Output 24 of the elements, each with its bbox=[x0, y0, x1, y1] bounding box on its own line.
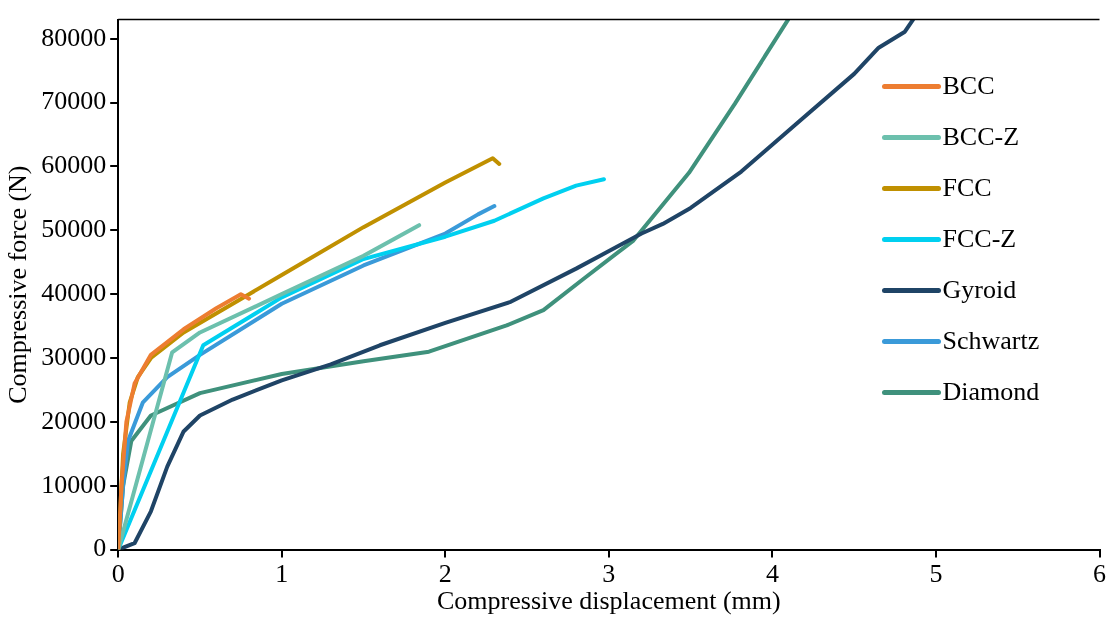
x-tick-label: 6 bbox=[1093, 559, 1106, 589]
y-tick-label: 10000 bbox=[41, 469, 107, 499]
y-tick-label: 50000 bbox=[41, 214, 107, 244]
y-tick-label: 30000 bbox=[41, 341, 107, 371]
legend-label: FCC bbox=[942, 173, 992, 203]
x-tick-label: 3 bbox=[602, 559, 616, 589]
legend-label: BCC bbox=[942, 71, 995, 101]
legend-label: Diamond bbox=[942, 377, 1040, 407]
x-tick-label: 5 bbox=[929, 559, 943, 589]
y-tick-label: 70000 bbox=[41, 86, 107, 116]
y-axis-title: Compressive force (N) bbox=[3, 165, 33, 404]
y-tick-label: 20000 bbox=[41, 405, 107, 435]
y-tick-label: 80000 bbox=[41, 22, 107, 52]
y-tick-label: 0 bbox=[93, 533, 107, 563]
legend-label: Gyroid bbox=[942, 275, 1017, 305]
x-tick-label: 2 bbox=[438, 559, 452, 589]
legend-label: BCC-Z bbox=[942, 122, 1020, 152]
y-tick-label: 60000 bbox=[41, 150, 107, 180]
y-tick-label: 40000 bbox=[41, 278, 107, 308]
x-tick-label: 4 bbox=[765, 559, 779, 589]
legend-label: FCC-Z bbox=[942, 224, 1017, 254]
x-axis-title: Compressive displacement (mm) bbox=[437, 586, 781, 616]
x-tick-label: 1 bbox=[275, 559, 289, 589]
legend-label: Schwartz bbox=[942, 326, 1040, 356]
